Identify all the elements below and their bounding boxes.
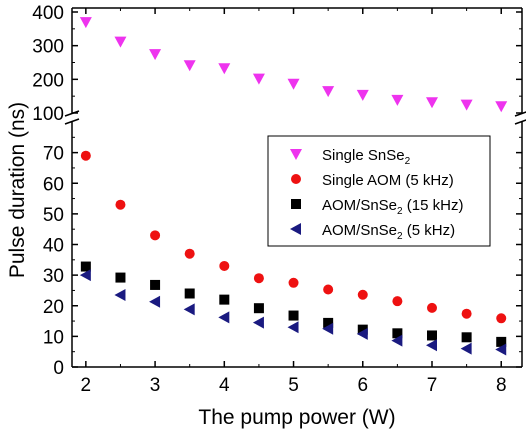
data-point xyxy=(392,328,403,339)
data-point xyxy=(392,296,403,307)
data-point xyxy=(80,261,91,272)
y-tick-label: 60 xyxy=(43,174,64,195)
legend: Single SnSe2 Single AOM (5 kHz) AOM/SnSe2 … xyxy=(267,135,491,247)
data-point xyxy=(184,288,195,299)
data-point xyxy=(460,99,473,111)
y-tick-label: 0 xyxy=(53,358,64,379)
axis-break-mark xyxy=(64,118,80,125)
data-point xyxy=(115,272,126,283)
x-tick-label: 3 xyxy=(150,375,161,396)
data-point xyxy=(79,17,92,29)
legend-marker xyxy=(291,174,301,184)
legend-marker xyxy=(290,149,302,160)
x-tick-label: 4 xyxy=(219,375,230,396)
data-point xyxy=(322,86,335,98)
data-point xyxy=(323,284,334,295)
data-point xyxy=(219,294,230,305)
y-tick-label: 70 xyxy=(43,144,64,165)
data-point xyxy=(391,334,403,347)
data-point xyxy=(426,97,438,109)
data-point xyxy=(114,289,126,302)
data-point xyxy=(79,269,91,282)
y-tick-label: 300 xyxy=(32,37,64,58)
y-tick-label: 50 xyxy=(43,205,64,226)
x-axis-title: The pump power (W) xyxy=(198,406,395,429)
y-tick-label: 200 xyxy=(32,70,64,91)
y-axis-title: Pulse duration (ns) xyxy=(6,102,29,278)
data-point xyxy=(218,311,230,324)
data-point xyxy=(356,89,369,101)
y-tick-label: 100 xyxy=(32,104,64,125)
x-tick-label: 6 xyxy=(357,375,368,396)
data-marks xyxy=(79,17,508,356)
data-point xyxy=(426,339,437,352)
y-tick-label: 400 xyxy=(32,3,64,24)
data-point xyxy=(427,302,437,313)
data-point xyxy=(149,49,162,61)
data-point xyxy=(218,63,231,75)
data-point xyxy=(150,230,161,241)
legend-label: Single SnSe2 xyxy=(322,147,411,167)
data-point xyxy=(149,295,161,308)
data-point xyxy=(183,303,195,316)
data-point xyxy=(461,308,472,319)
data-point xyxy=(80,150,91,161)
data-point xyxy=(496,336,507,347)
data-point xyxy=(287,321,299,334)
y-tick-label: 30 xyxy=(43,266,64,287)
data-point xyxy=(391,94,404,106)
data-point xyxy=(252,316,264,329)
y-tick-label: 10 xyxy=(43,327,64,348)
data-point xyxy=(356,327,368,340)
legend-marker xyxy=(291,199,301,209)
data-point xyxy=(461,332,472,343)
legend-box xyxy=(267,135,491,247)
data-point xyxy=(287,78,300,90)
axis-break-mark xyxy=(514,119,526,125)
data-point xyxy=(495,343,507,356)
data-point xyxy=(114,36,127,48)
data-point xyxy=(460,342,472,355)
legend-label: AOM/SnSe2 (15 kHz) xyxy=(322,197,463,217)
data-point xyxy=(115,199,126,210)
legend-label: AOM/SnSe2 (5 kHz) xyxy=(322,222,455,242)
y-tick-label: 40 xyxy=(43,236,64,257)
data-point xyxy=(253,273,264,284)
data-point xyxy=(253,303,264,314)
y-tick-label: 20 xyxy=(43,297,64,318)
series-3 xyxy=(79,269,507,356)
data-point xyxy=(184,248,195,259)
data-point xyxy=(323,317,334,328)
series-1 xyxy=(80,150,507,324)
data-point xyxy=(427,330,437,341)
data-point xyxy=(288,277,299,288)
data-point xyxy=(252,73,265,85)
data-point xyxy=(150,279,161,290)
legend-label: Single AOM (5 kHz) xyxy=(322,172,454,189)
data-point xyxy=(183,60,196,72)
axes: 2 3 4 5 6 7 8 0 10 20 30 40 50 60 70 100 200 300 400 xyxy=(32,3,526,396)
data-point xyxy=(288,310,299,321)
x-tick-label: 7 xyxy=(427,375,438,396)
x-tick-label: 5 xyxy=(288,375,299,396)
data-point xyxy=(322,322,334,335)
x-tick-label: 2 xyxy=(81,375,92,396)
legend-marker xyxy=(290,223,301,235)
data-point xyxy=(219,260,230,271)
data-point xyxy=(495,101,508,113)
series-2 xyxy=(80,261,507,347)
data-point xyxy=(496,313,507,324)
series-0 xyxy=(79,17,508,113)
data-point xyxy=(357,289,368,300)
x-tick-label: 8 xyxy=(496,375,507,396)
data-point xyxy=(357,324,368,335)
